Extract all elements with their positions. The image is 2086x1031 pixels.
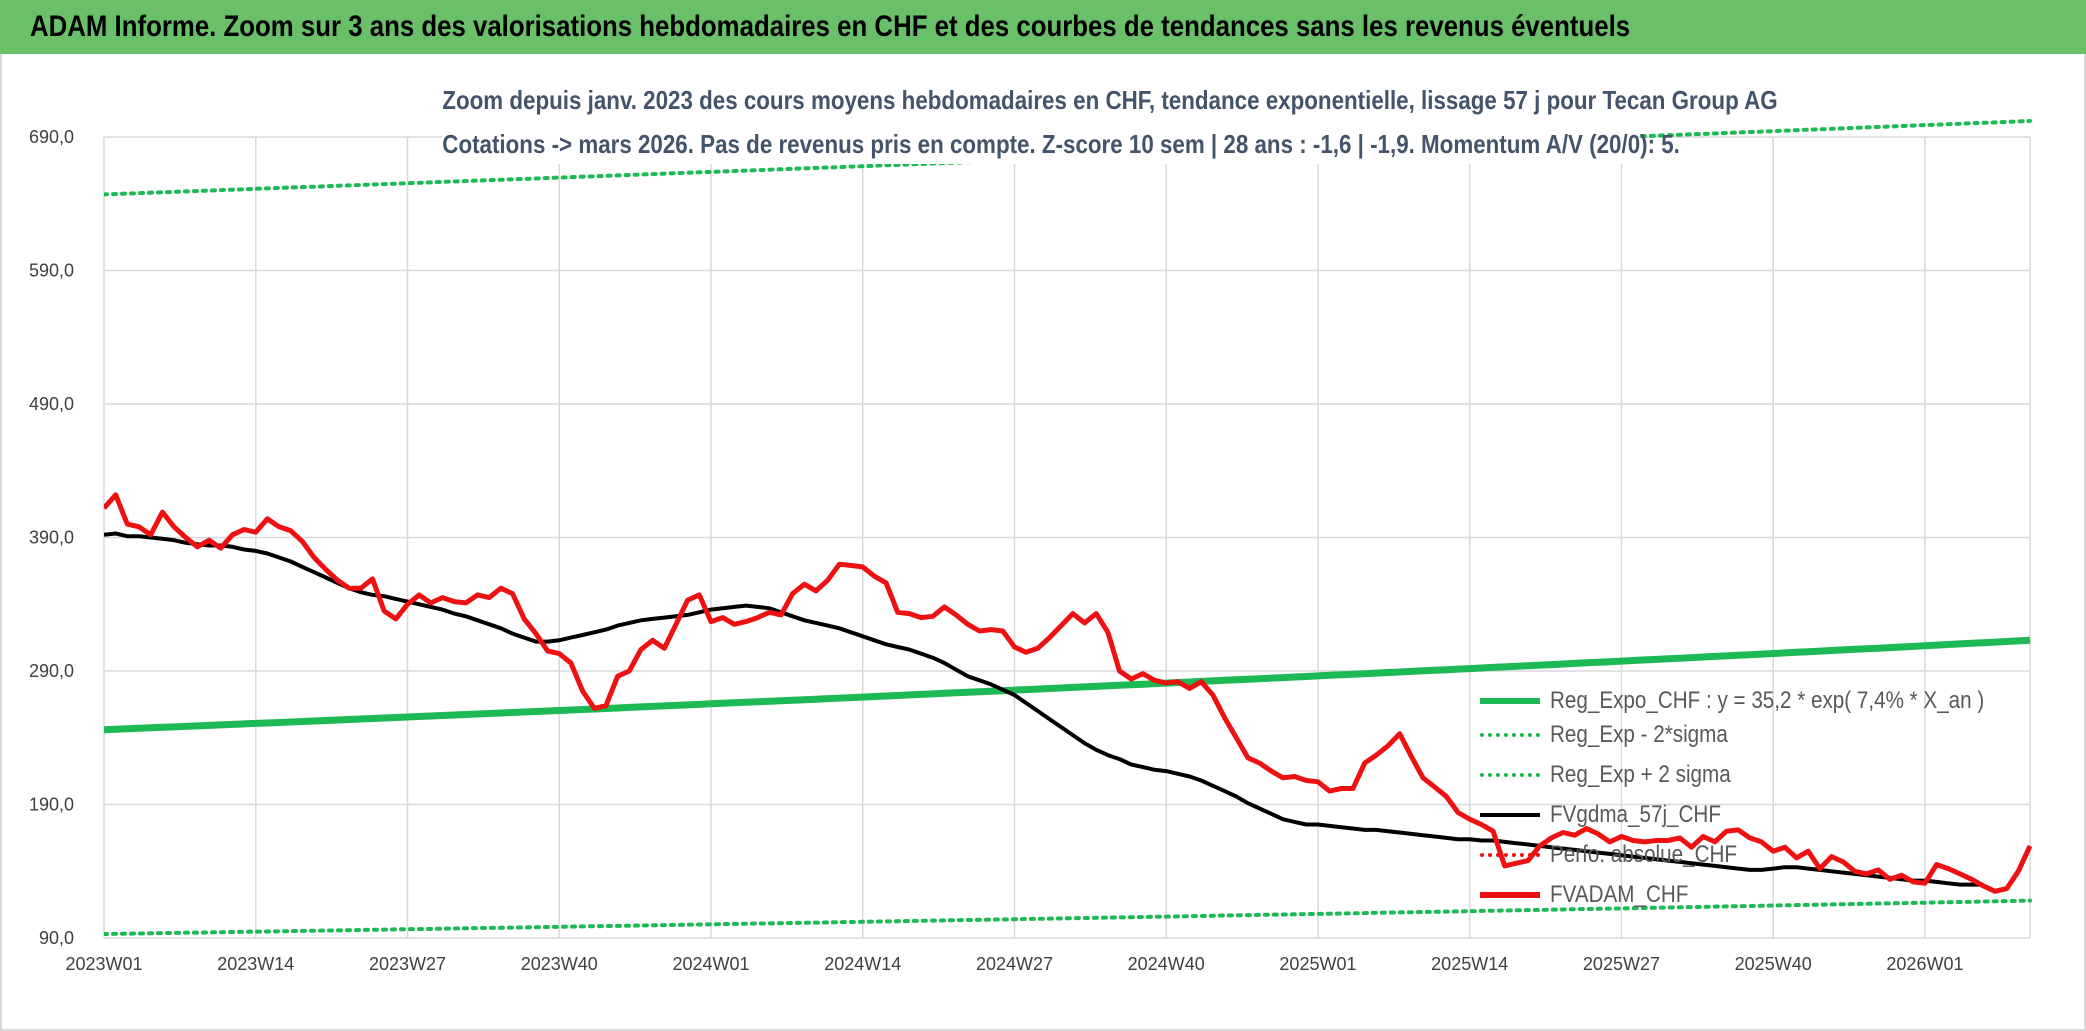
legend-label: Reg_Exp - 2*sigma: [1550, 721, 1728, 748]
legend-item: Reg_Expo_CHF : y = 35,2 * exp( 7,4% * X_…: [1480, 684, 2055, 718]
y-tick-label: 590,0: [29, 261, 74, 281]
legend-swatch: [1480, 853, 1540, 857]
x-tick-label: 2024W01: [672, 954, 749, 974]
x-tick-label: 2023W27: [369, 954, 446, 974]
y-tick-label: 190,0: [29, 795, 74, 815]
legend-label: FVgdma_57j_CHF: [1550, 801, 1721, 828]
x-tick-label: 2025W14: [1431, 954, 1508, 974]
series-line-reg-exp-2-sigma: [104, 898, 2032, 936]
y-tick-label: 290,0: [29, 661, 74, 681]
series-layer: [104, 119, 2033, 936]
x-tick-label: 2023W01: [65, 954, 142, 974]
legend-label: Reg_Expo_CHF : y = 35,2 * exp( 7,4% * X_…: [1550, 687, 1985, 714]
y-tick-label: 90,0: [39, 928, 74, 948]
legend-item: Reg_Exp - 2*sigma: [1480, 718, 1757, 752]
x-tick-label: 2024W14: [824, 954, 901, 974]
legend-swatch: [1480, 892, 1540, 898]
x-tick-label: 2025W01: [1279, 954, 1356, 974]
banner-title: ADAM Informe. Zoom sur 3 ans des valoris…: [30, 10, 1631, 43]
legend-label: Perfo. absolue_CHF: [1550, 841, 1738, 868]
legend-swatch: [1480, 773, 1540, 777]
x-axis-ticks: 2023W01 2023W14 2023W27 2023W40 2024W01 2024W…: [65, 954, 1963, 974]
series-line-reg-expo-chf-y-35-2-exp-7-4-x-an: [104, 636, 2031, 734]
x-tick-label: 2025W27: [1583, 954, 1660, 974]
chart-subtitle: Cotations -> mars 2026. Pas de revenus p…: [442, 124, 1680, 164]
x-tick-label: 2024W40: [1128, 954, 1205, 974]
legend-item: FVADAM_CHF: [1480, 878, 1711, 912]
x-tick-label: 2024W27: [976, 954, 1053, 974]
legend-label: FVADAM_CHF: [1550, 881, 1689, 908]
y-tick-label: 490,0: [29, 394, 74, 414]
x-tick-label: 2025W40: [1735, 954, 1812, 974]
y-tick-label: 690,0: [29, 127, 74, 147]
x-tick-label: 2026W01: [1886, 954, 1963, 974]
legend-swatch: [1480, 733, 1540, 737]
legend-label: Reg_Exp + 2 sigma: [1550, 761, 1731, 788]
legend-item: Reg_Exp + 2 sigma: [1480, 758, 1760, 792]
y-axis-ticks: 90,0 190,0 290,0 390,0 490,0 590,0 690,0: [29, 127, 74, 948]
y-tick-label: 390,0: [29, 528, 74, 548]
banner: ADAM Informe. Zoom sur 3 ans des valoris…: [0, 0, 2086, 54]
legend-swatch: [1480, 698, 1540, 704]
legend-item: FVgdma_57j_CHF: [1480, 798, 1749, 832]
chart-title: Zoom depuis janv. 2023 des cours moyens …: [442, 82, 1778, 118]
series-line-fvadam-chf: [104, 492, 2033, 894]
legend-item: Perfo. absolue_CHF: [1480, 838, 1767, 872]
legend-swatch: [1480, 813, 1540, 817]
x-tick-label: 2023W40: [521, 954, 598, 974]
chart-frame: [0, 54, 2086, 1031]
x-tick-label: 2023W14: [217, 954, 294, 974]
series-line-fvgdma-57j-chf: [104, 531, 1984, 887]
